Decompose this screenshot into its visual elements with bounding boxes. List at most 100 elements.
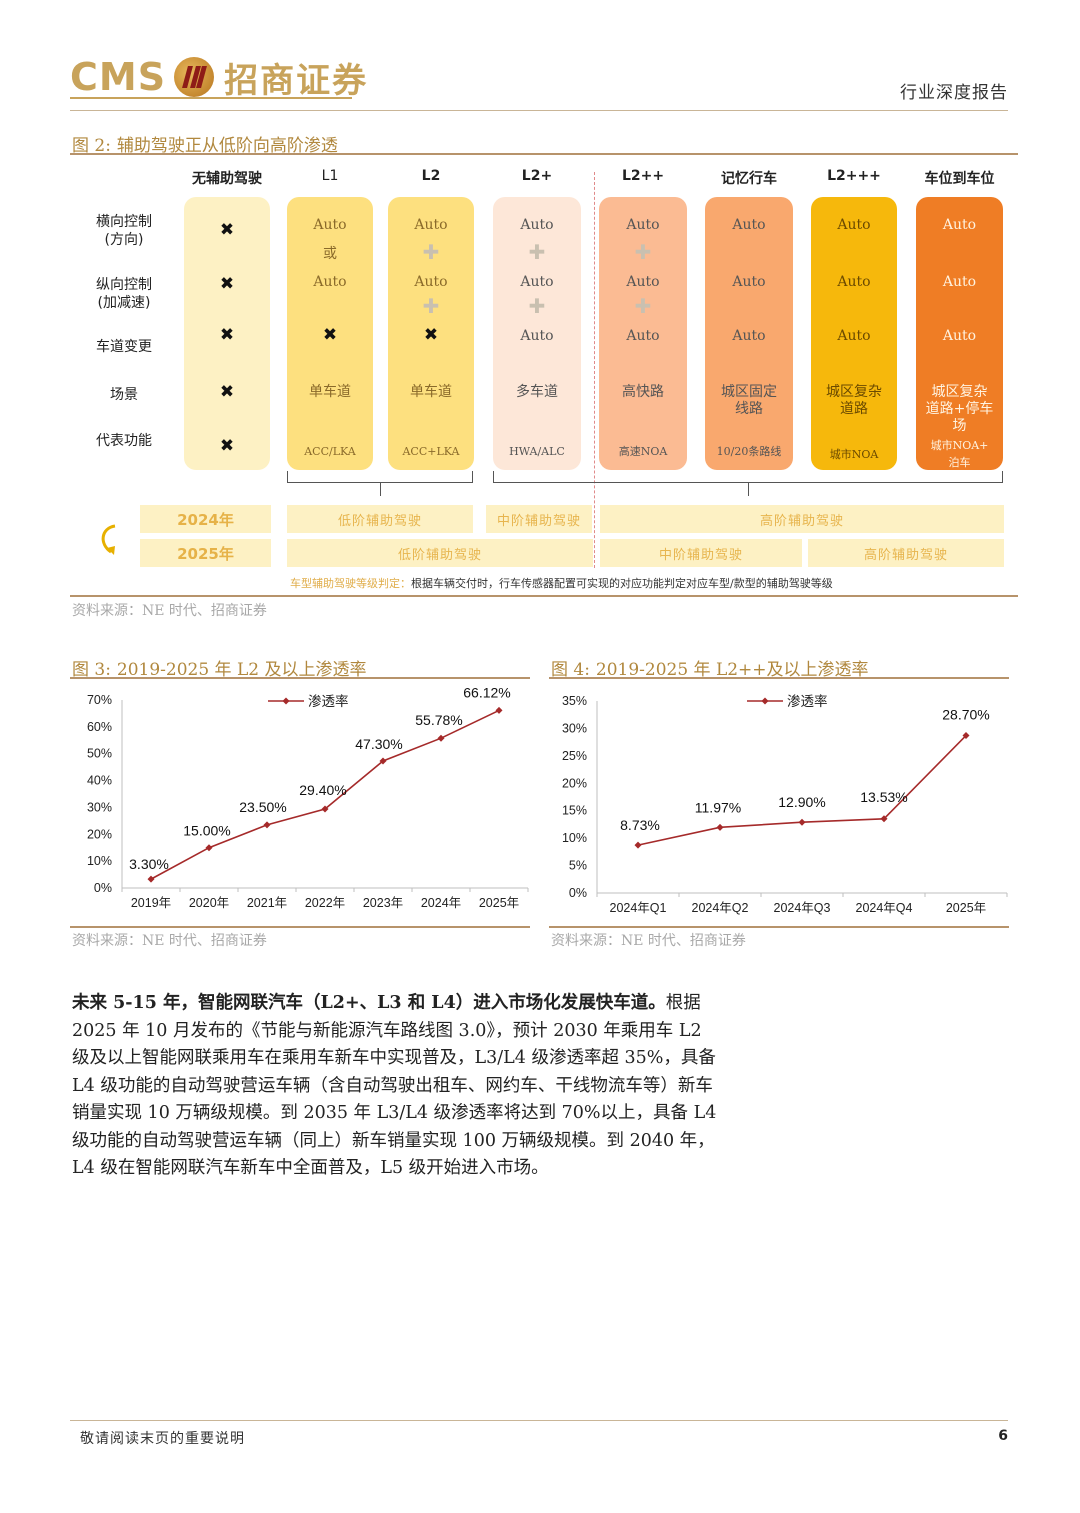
y-tick-label: 60% xyxy=(87,720,112,734)
x-tick-label: 2024年Q4 xyxy=(856,901,913,915)
data-label: 47.30% xyxy=(355,736,402,752)
y-tick-label: 10% xyxy=(562,831,587,845)
x-tick-label: 2025年 xyxy=(946,901,986,915)
column-header: L2+ xyxy=(521,168,553,184)
data-label: 23.50% xyxy=(239,799,286,815)
fig2-title-text: 辅助驾驶正从低阶向高阶渗透 xyxy=(116,136,338,156)
logo-chinese: 招商证券 xyxy=(224,60,369,101)
fig4-top-rule xyxy=(549,677,1009,679)
fig2-title: 图 2: 辅助驾驶正从低阶向高阶渗透 xyxy=(72,131,338,156)
y-tick-label: 0% xyxy=(94,881,112,895)
row-label: 代表功能 xyxy=(96,433,152,449)
fig2-top-rule xyxy=(70,153,1018,155)
cell-text: Auto xyxy=(837,217,871,233)
fig2-note-text: 根据车辆交付时，行车传感器配置可实现的对应功能判定对应车型/款型的辅助驾驶等级 xyxy=(411,577,833,590)
fig4-source: 资料来源：NE 时代、招商证券 xyxy=(551,933,746,949)
footer-disclaimer: 敬请阅读末页的重要说明 xyxy=(80,1431,245,1447)
x-tick-label: 2025年 xyxy=(479,896,519,910)
cross-icon: ✖ xyxy=(322,325,338,345)
x-tick-label: 2021年 xyxy=(247,896,287,910)
cell-text: Auto xyxy=(837,274,871,290)
cell-text: Auto xyxy=(732,274,766,290)
x-tick-label: 2019年 xyxy=(131,896,171,910)
fig3-title: 图 3: 2019-2025 年 L2 及以上渗透率 xyxy=(72,655,366,680)
cell-text: Auto xyxy=(732,217,766,233)
column-header: L1 xyxy=(321,168,339,184)
header-divider xyxy=(70,110,1008,111)
column-header: L2+++ xyxy=(827,168,881,184)
column-header: 无辅助驾驶 xyxy=(192,171,262,187)
line-chart: 0% 5% 10% 15% 20% 25% 30% 35% 2024年Q1 2024年Q2 2024… xyxy=(562,693,1008,915)
cell-text: ACC/LKA xyxy=(304,445,356,458)
plus-icon: ✚ xyxy=(634,240,652,264)
cell-text: Auto xyxy=(942,274,977,290)
level-column: Auto Auto Auto 城区固定 线路 10/20条路线 xyxy=(705,197,793,470)
legend-marker xyxy=(282,697,290,705)
plus-icon: ✚ xyxy=(528,240,546,264)
data-point xyxy=(147,875,155,883)
fig2-brace-high xyxy=(493,471,1003,496)
cell-text: Auto xyxy=(313,217,347,233)
line-chart: 0% 10% 20% 30% 40% 50% 60% 70% 2019年 2020年 2021年 20… xyxy=(87,684,529,910)
data-label: 13.53% xyxy=(860,789,907,805)
cross-icon: ✖ xyxy=(219,220,235,240)
y-tick-label: 70% xyxy=(87,693,112,707)
cell-text: Auto xyxy=(732,328,766,344)
cell-text: 高速NOA xyxy=(618,445,668,458)
fig3-source: 资料来源：NE 时代、招商证券 xyxy=(72,933,267,949)
cell-text: HWA/ALC xyxy=(509,445,565,458)
column-header: L2 xyxy=(421,168,441,184)
x-tick-label: 2023年 xyxy=(363,896,403,910)
cell-text: Auto xyxy=(520,274,554,290)
level-column: Auto 或 Auto ✖ 单车道 ACC/LKA xyxy=(287,197,373,470)
cross-icon: ✖ xyxy=(219,382,235,402)
data-point xyxy=(379,757,387,765)
fig4-title: 图 4: 2019-2025 年 L2++及以上渗透率 xyxy=(551,655,869,680)
column-header: L2++ xyxy=(621,168,665,184)
level-column: Auto ✚ Auto ✚ Auto 多车道 HWA/ALC xyxy=(493,197,581,470)
cell-text: Auto xyxy=(837,328,871,344)
cell-text: Auto xyxy=(942,217,977,233)
plus-icon: ✚ xyxy=(528,294,546,318)
band-2024-high: 高阶辅助驾驶 xyxy=(600,505,1004,533)
x-tick-label: 2022年 xyxy=(305,896,345,910)
body-lead: 未来 5-15 年，智能网联汽车（L2+、L3 和 L4）进入市场化发展快车道。 xyxy=(72,993,666,1013)
cell-text: 城市NOA+ 泊车 xyxy=(930,439,989,469)
data-point xyxy=(205,844,213,852)
level-column: Auto Auto Auto 城区复杂 道路+停车 场城市NOA+ 泊车 xyxy=(916,197,1003,470)
fig4-chart: 0% 5% 10% 15% 20% 25% 30% 35% 2024年Q1 2024年Q2 2024… xyxy=(549,680,1009,925)
y-tick-label: 20% xyxy=(562,776,587,790)
logo-underline xyxy=(70,97,352,99)
fig3-title-prefix: 图 3: xyxy=(72,660,111,680)
cell-text: ACC+LKA xyxy=(402,445,460,458)
data-label: 29.40% xyxy=(299,782,346,798)
logo-latin: CMS xyxy=(70,55,167,99)
plus-icon: ✚ xyxy=(422,240,440,264)
band-2024-low: 低阶辅助驾驶 xyxy=(287,505,473,533)
y-tick-label: 5% xyxy=(569,859,587,873)
cross-icon: ✖ xyxy=(423,325,439,345)
page-number: 6 xyxy=(998,1428,1008,1444)
data-label: 11.97% xyxy=(695,799,741,815)
data-label: 8.73% xyxy=(620,817,660,833)
cell-text: Auto xyxy=(626,217,660,233)
row-label: 车道变更 xyxy=(96,339,152,355)
logo: CMS 招商证券 xyxy=(70,54,369,101)
cell-text: Auto xyxy=(520,217,554,233)
y-tick-label: 30% xyxy=(87,800,112,814)
fig3-title-text: 2019-2025 年 L2 及以上渗透率 xyxy=(116,660,367,680)
fig3-top-rule xyxy=(70,677,530,679)
level-column: ✖ ✖ ✖ ✖ ✖ xyxy=(184,197,270,470)
footer-divider xyxy=(70,1420,1008,1421)
plus-icon: ✚ xyxy=(422,294,440,318)
legend-marker xyxy=(761,697,769,705)
cycle-arrow-icon xyxy=(101,524,116,555)
fig4-title-text: 2019-2025 年 L2++及以上渗透率 xyxy=(595,660,869,680)
data-point xyxy=(263,821,271,829)
logo-seal-icon xyxy=(174,57,215,97)
cell-text: 城区复杂 道路 xyxy=(826,384,882,417)
fig2-divider-dashed xyxy=(594,172,595,568)
cell-text: 单车道 xyxy=(309,384,351,400)
y-tick-label: 0% xyxy=(569,886,587,900)
cross-icon: ✖ xyxy=(219,274,235,294)
